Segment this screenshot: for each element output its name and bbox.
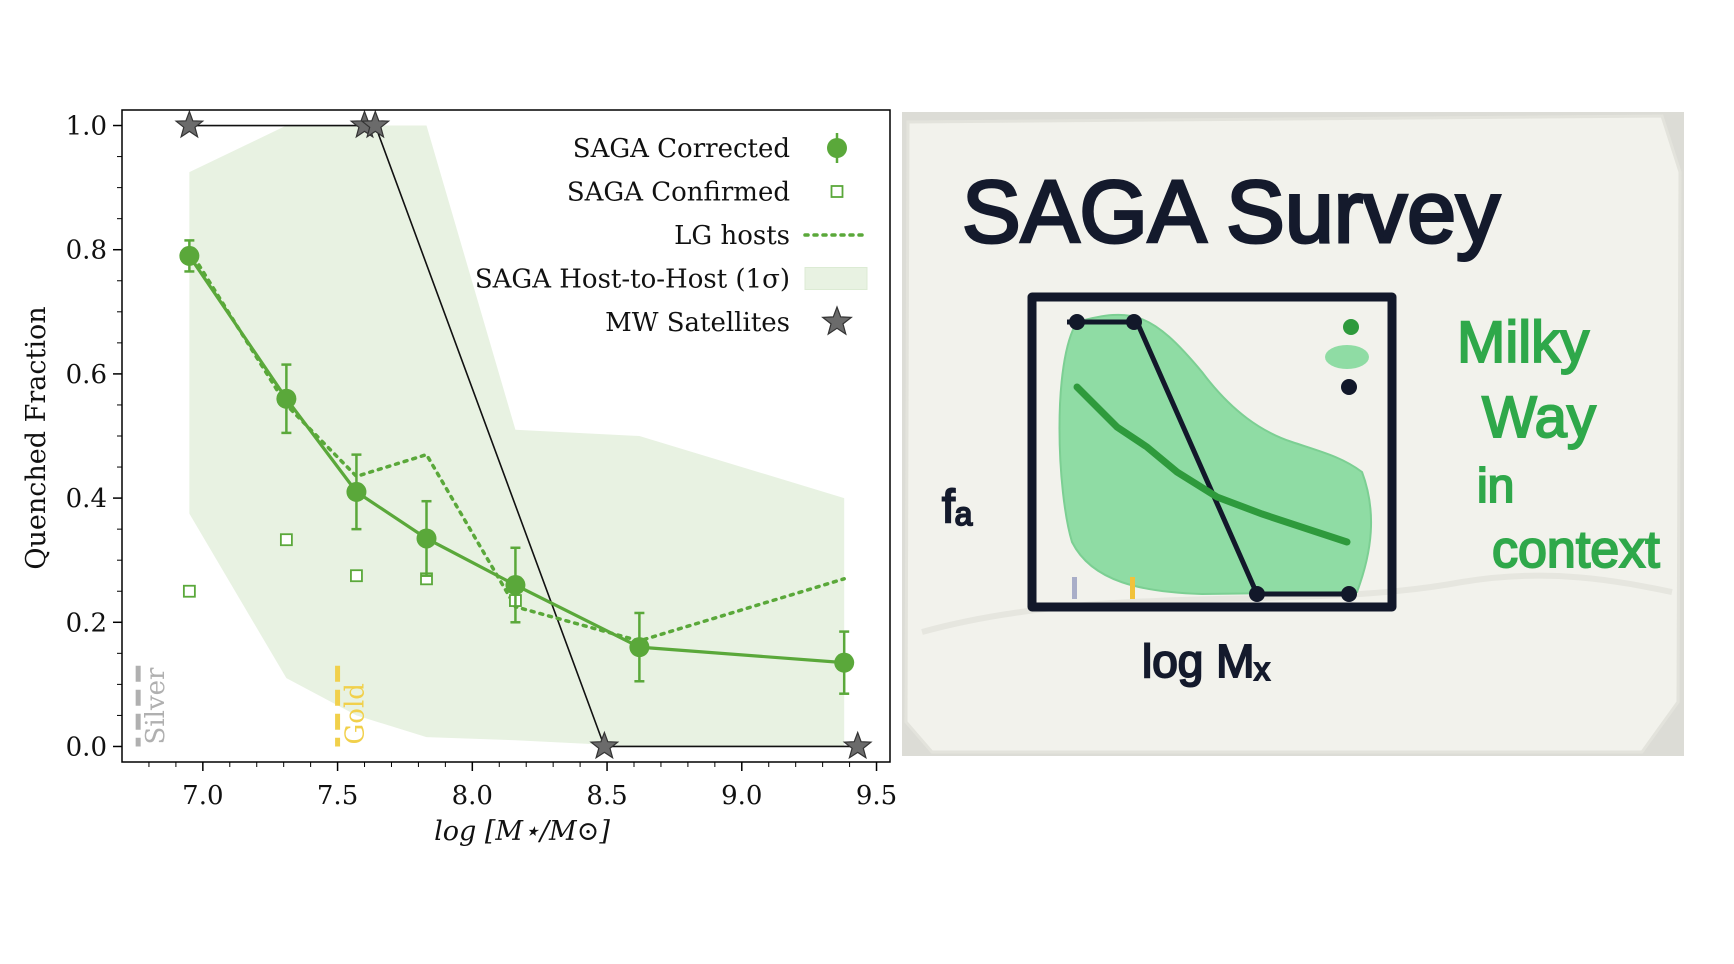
- cake-side-line-4: context: [1492, 521, 1660, 579]
- annotations-layer: Silver Gold: [135, 665, 371, 747]
- x-tick-label: 8.0: [452, 781, 493, 811]
- axes-layer: 7.0 7.5 8.0 8.5 9.0 9.5 0.0 0.2 0.4 0.6 0.8 1.0: [66, 112, 898, 811]
- legend-swatch-confirmed: [830, 185, 844, 198]
- legend-label: SAGA Corrected: [573, 134, 790, 164]
- saga-corrected-point: [834, 652, 855, 673]
- cake-side-line-3: in: [1477, 460, 1514, 513]
- x-tick-label: 8.5: [586, 781, 627, 811]
- cake-side-text: Milky Way in context: [1456, 309, 1661, 580]
- x-tick-label: 7.5: [317, 781, 358, 811]
- y-tick-label: 0.4: [66, 484, 107, 514]
- cake-side-line-1: Milky: [1457, 310, 1589, 375]
- mw-satellite-star: [589, 730, 620, 760]
- annotation-label-gold: Gold: [341, 683, 371, 744]
- y-tick-label: 0.8: [66, 236, 107, 266]
- cake-silver-mark: [1072, 577, 1077, 599]
- cake-star-4: [1341, 586, 1357, 602]
- legend-label: MW Satellites: [605, 308, 790, 338]
- cake-star-3: [1249, 586, 1265, 602]
- saga-corrected-point: [629, 637, 650, 658]
- cake-legend-star: [1341, 379, 1357, 395]
- cake-x-label: log Mₓ: [1142, 635, 1270, 687]
- series-layer: [174, 109, 873, 760]
- legend-swatch-corrected: [827, 138, 847, 158]
- host-to-host-band: [189, 125, 845, 747]
- saga-corrected-point: [505, 575, 526, 596]
- cake-y-label: fₐ: [942, 480, 973, 532]
- y-tick-label: 0.2: [66, 608, 107, 638]
- cake-legend-band: [1325, 345, 1369, 369]
- x-tick-label: 7.0: [182, 781, 223, 811]
- saga-confirmed-point: [182, 584, 196, 598]
- mw-satellite-star: [360, 109, 391, 139]
- cake-title: SAGA Survey: [962, 162, 1500, 261]
- legend-swatch-band: [804, 267, 868, 290]
- cake-frosting: [904, 114, 1682, 754]
- saga-corrected-point: [416, 528, 437, 549]
- x-tick-label: 9.0: [721, 781, 762, 811]
- x-axis-label: log [M⋆/M⊙]: [434, 816, 610, 847]
- cake-plot-frame: [1027, 292, 1397, 612]
- legend-swatch-mw-star: [821, 305, 853, 336]
- annotation-label-silver: Silver: [141, 667, 171, 745]
- cake-star-1: [1069, 314, 1085, 330]
- y-tick-label: 1.0: [66, 112, 107, 142]
- y-axis-label: Quenched Fraction: [21, 306, 52, 569]
- y-tick-label: 0.0: [66, 732, 107, 762]
- mw-satellite-star: [842, 730, 873, 760]
- y-tick-label: 0.6: [66, 360, 107, 390]
- legend-label: SAGA Confirmed: [567, 178, 790, 208]
- saga-corrected-point: [179, 245, 200, 266]
- host-to-host-band-layer: [189, 125, 845, 747]
- saga-confirmed-point: [350, 569, 363, 583]
- saga-confirmed-point: [279, 533, 293, 547]
- legend-label: LG hosts: [674, 221, 790, 251]
- cake-mw-line: [1067, 319, 1352, 597]
- legend-label: SAGA Host-to-Host (1σ): [475, 265, 790, 295]
- mw-satellite-star: [174, 109, 205, 139]
- cake-side-line-2: Way: [1482, 385, 1596, 450]
- cake-saga-line: [1073, 383, 1351, 546]
- cake-gold-mark: [1130, 577, 1135, 599]
- legend: SAGA Corrected SAGA Confirmed LG hosts SAGA…: [475, 133, 868, 338]
- cake-star-2: [1126, 314, 1142, 330]
- saga-corrected-point: [276, 388, 297, 409]
- saga-corrected-point: [346, 481, 367, 502]
- x-tick-label: 9.5: [856, 781, 897, 811]
- cake-legend-dot: [1343, 319, 1359, 335]
- cake-photo: SAGA Survey fₐ log Mₓ Milky Way in conte…: [902, 112, 1684, 756]
